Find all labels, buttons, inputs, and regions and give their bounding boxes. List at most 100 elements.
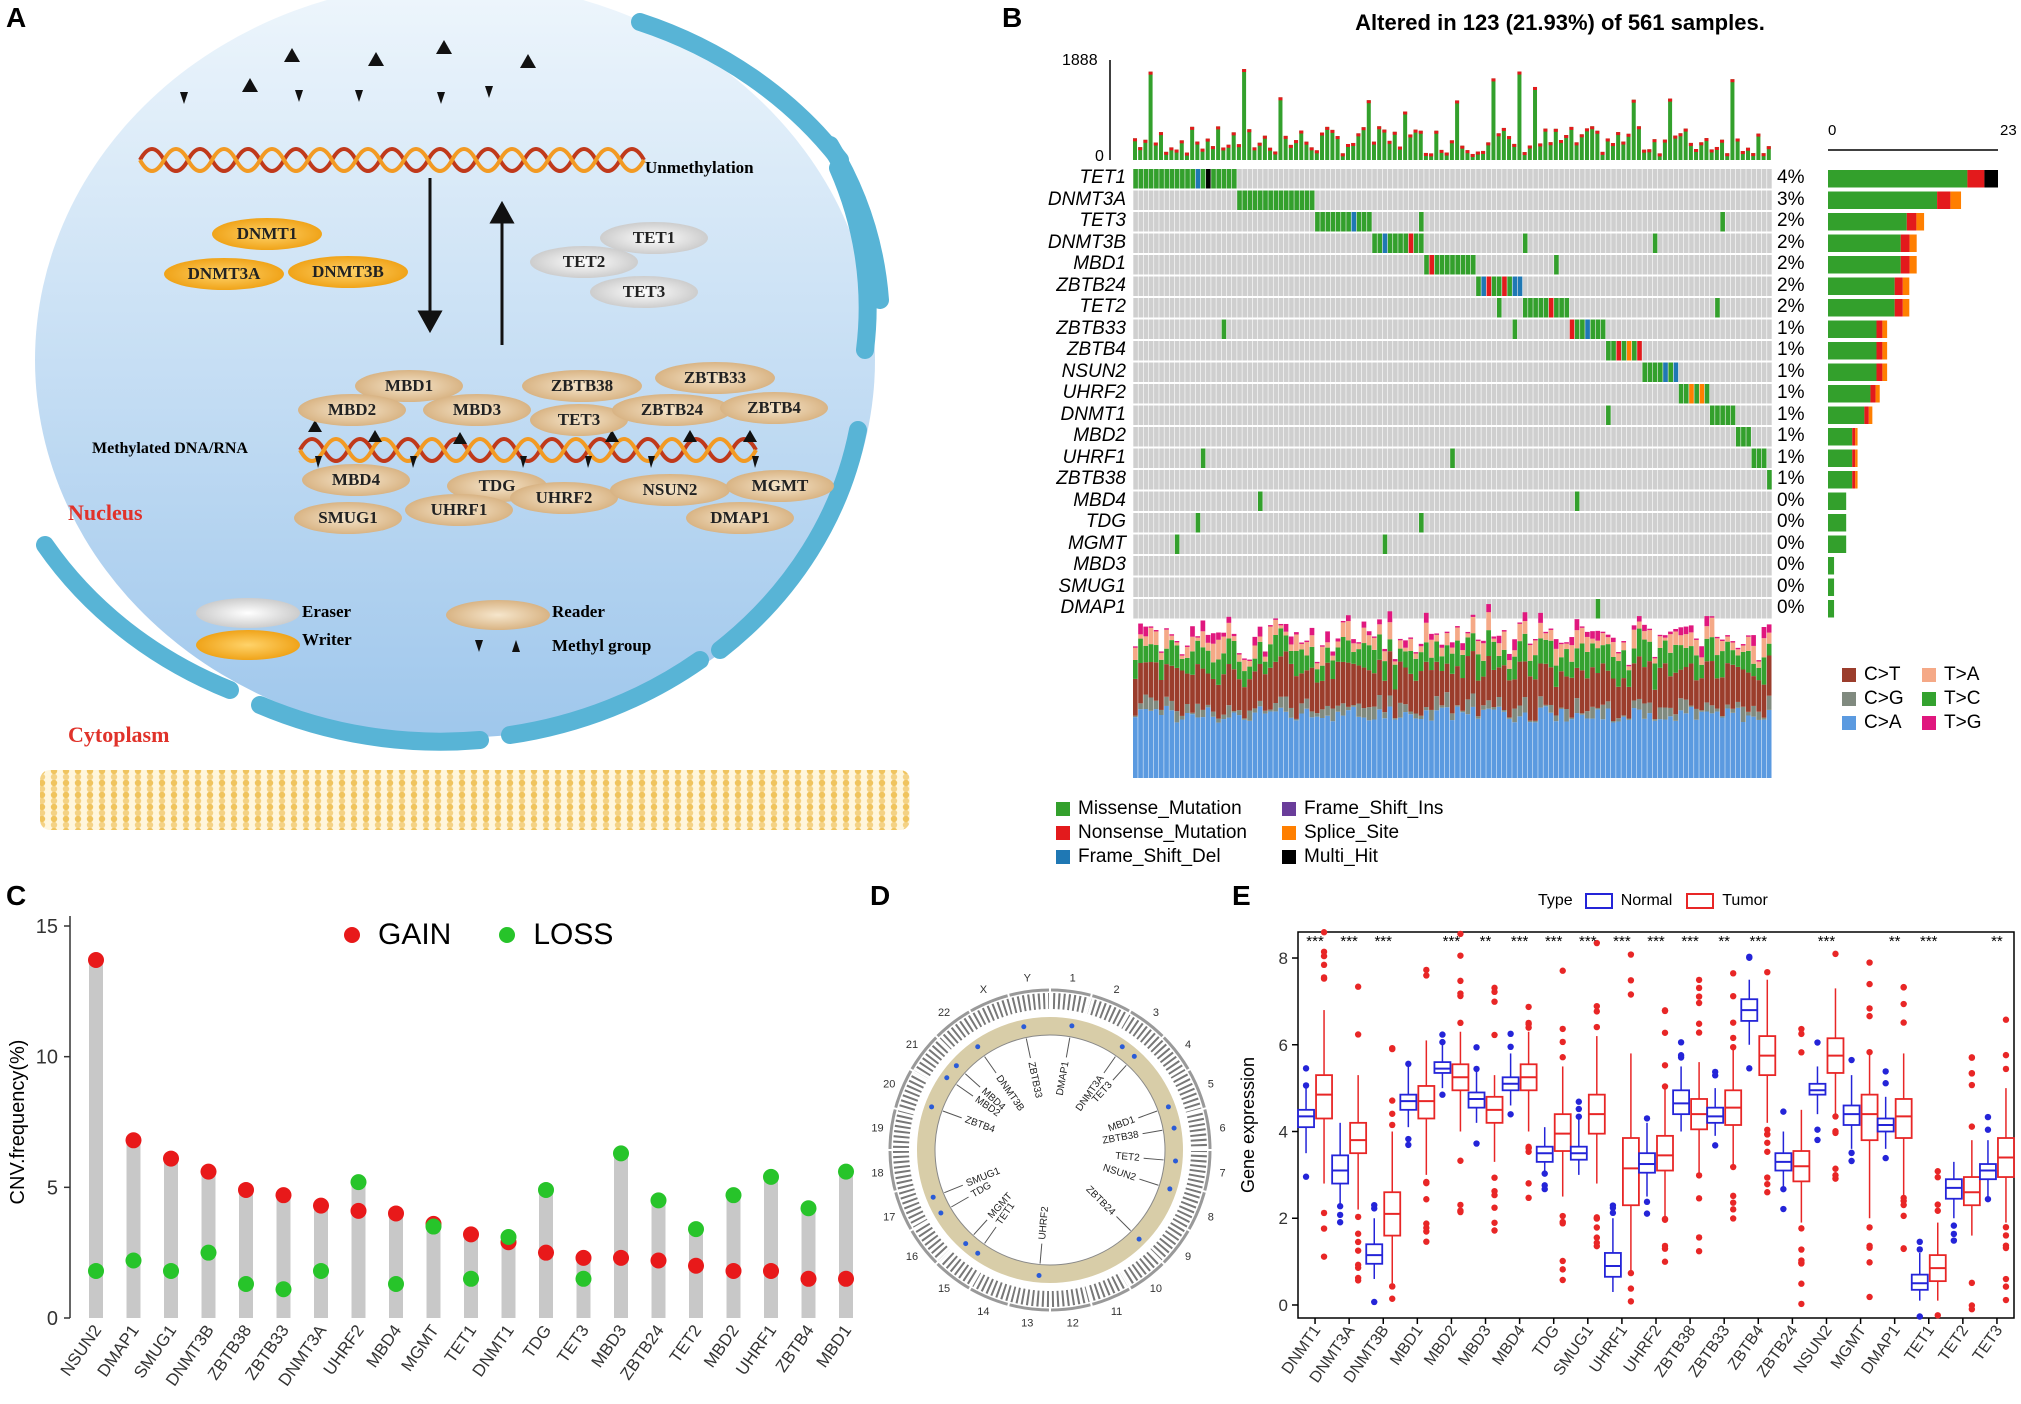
- oncoplot-cell: [1496, 513, 1502, 533]
- oncoplot-cell: [1600, 405, 1606, 425]
- oncoplot-mutation-cell: [1642, 362, 1648, 382]
- oncoplot-cell: [1174, 384, 1180, 404]
- titv-segment: [1268, 644, 1273, 668]
- oncoplot-cell: [1465, 319, 1471, 339]
- oncoplot-cell: [1761, 276, 1767, 296]
- e-outlier: [1695, 976, 1703, 984]
- oncoplot-cell: [1174, 599, 1180, 619]
- tmb-bar-top: [1294, 140, 1299, 144]
- oncoplot-cell: [1351, 577, 1357, 597]
- oncoplot-cell: [1663, 190, 1668, 210]
- titv-segment: [1226, 705, 1232, 718]
- oncoplot-cell: [1632, 276, 1637, 296]
- oncoplot-cell: [1278, 577, 1284, 597]
- oncoplot-cell: [1283, 513, 1289, 533]
- e-outlier: [1609, 1209, 1617, 1217]
- oncoplot-cell: [1180, 534, 1185, 554]
- oncoplot-cell: [1148, 599, 1154, 619]
- oncoplot-cell: [1315, 513, 1320, 533]
- oncoplot-cell: [1382, 276, 1388, 296]
- titv-segment: [1205, 642, 1211, 651]
- tmb-bar: [1356, 133, 1361, 160]
- oncoplot-cell: [1226, 255, 1232, 275]
- oncoplot-cell: [1694, 599, 1699, 619]
- oncoplot-cell: [1481, 169, 1486, 189]
- e-outlier: [1866, 980, 1873, 988]
- circos-plot: 12345678910111213141516171819202122XYDMA…: [871, 972, 1225, 1329]
- tmb-bar-top: [1720, 139, 1725, 143]
- oncoplot-cell: [1351, 255, 1357, 275]
- titv-segment: [1668, 652, 1673, 677]
- oncoplot-cell: [1611, 362, 1616, 382]
- oncoplot-cell: [1372, 169, 1377, 189]
- gene-bar-other: [1984, 170, 1998, 188]
- oncoplot-cell: [1294, 362, 1299, 382]
- titv-segment: [1538, 663, 1543, 697]
- oncoplot-cell: [1439, 362, 1445, 382]
- oncoplot-cell: [1247, 513, 1253, 533]
- titv-segment: [1304, 698, 1310, 709]
- oncoplot-cell: [1403, 448, 1409, 468]
- oncoplot-cell: [1663, 577, 1668, 597]
- oncoplot-cell: [1507, 169, 1512, 189]
- oncoplot-mutation-cell: [1315, 212, 1320, 232]
- circos-inner-ring: [917, 1017, 1183, 1283]
- oncoplot-cell: [1341, 255, 1346, 275]
- oncoplot-cell: [1232, 556, 1237, 576]
- e-outlier: [1832, 1172, 1839, 1179]
- titv-segment: [1543, 639, 1549, 664]
- oncoplot-cell: [1190, 491, 1196, 511]
- titv-segment: [1231, 669, 1237, 712]
- titv-segment: [1668, 716, 1673, 778]
- oncoplot-cell: [1632, 470, 1637, 490]
- oncoplot-cell: [1257, 276, 1263, 296]
- circos-gene-tick: [951, 1196, 969, 1208]
- oncoplot-cell: [1715, 513, 1720, 533]
- oncoplot-cell: [1143, 255, 1149, 275]
- oncoplot-cell: [1387, 276, 1393, 296]
- oncoplot-cell: [1367, 255, 1372, 275]
- oncoplot-cell: [1507, 298, 1512, 318]
- oncoplot-cell: [1673, 448, 1679, 468]
- oncoplot-cell: [1143, 212, 1149, 232]
- oncoplot-cell: [1351, 341, 1357, 361]
- titv-segment: [1584, 711, 1590, 719]
- oncoplot-cell: [1543, 276, 1549, 296]
- oncoplot-cell: [1377, 513, 1383, 533]
- oncoplot-cell: [1470, 169, 1476, 189]
- oncoplot-cell: [1538, 319, 1544, 339]
- gene-label: ZBTB4: [1066, 339, 1126, 360]
- oncoplot-cell: [1704, 212, 1710, 232]
- titv-segment: [1527, 660, 1533, 677]
- oncoplot-cell: [1367, 577, 1372, 597]
- oncoplot-cell: [1528, 362, 1533, 382]
- titv-segment: [1247, 659, 1252, 661]
- frameshift-del-swatch: [1056, 850, 1070, 864]
- oncoplot-cell: [1257, 556, 1263, 576]
- oncoplot-cell: [1434, 190, 1440, 210]
- oncoplot-cell: [1554, 513, 1559, 533]
- titv-segment: [1190, 674, 1195, 713]
- oncoplot-mutation-cell: [1652, 233, 1658, 253]
- oncoplot-cell: [1216, 212, 1222, 232]
- oncoplot-cell: [1273, 427, 1279, 447]
- tmb-bar: [1543, 128, 1548, 160]
- chromosome-label: 1: [1070, 972, 1076, 984]
- oncoplot-cell: [1709, 470, 1715, 490]
- oncoplot-cell: [1273, 212, 1279, 232]
- oncoplot-cell: [1232, 341, 1237, 361]
- gene-bar: [1828, 449, 1853, 467]
- oncoplot-cell: [1335, 534, 1341, 554]
- oncoplot-cell: [1450, 427, 1455, 447]
- oncoplot-cell: [1221, 534, 1227, 554]
- circos-gene-mark: [929, 1104, 935, 1110]
- titv-segment: [1735, 649, 1741, 656]
- oncoplot-cell: [1325, 362, 1331, 382]
- c-y-axis-title: CNV.frequency(%): [7, 1040, 29, 1205]
- oncoplot-cell: [1642, 169, 1648, 189]
- oncoplot-cell: [1741, 491, 1746, 511]
- oncoplot-cell: [1372, 599, 1377, 619]
- titv-segment: [1486, 700, 1491, 709]
- titv-segment: [1392, 718, 1398, 720]
- titv-segment: [1569, 661, 1575, 678]
